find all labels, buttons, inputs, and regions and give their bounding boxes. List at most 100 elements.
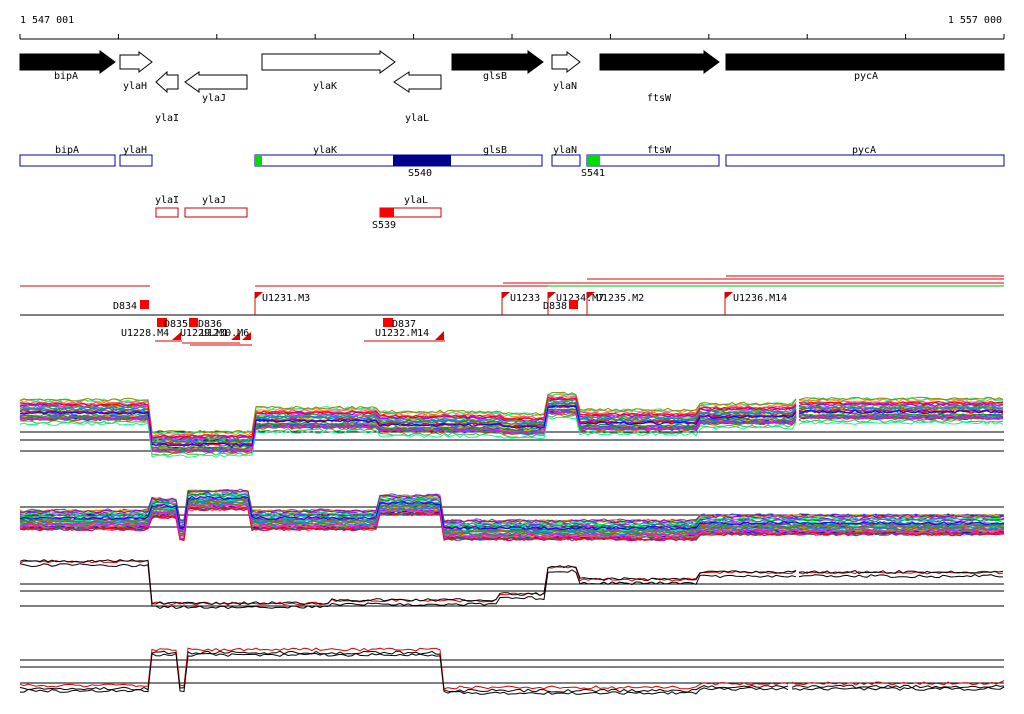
expression-trace — [19, 404, 797, 447]
forward-box-ylaH[interactable] — [119, 154, 153, 167]
expression-trace — [791, 686, 1005, 691]
reverse-shift-label: U1232.M14 — [375, 328, 429, 339]
downshift-label: D834 — [113, 301, 137, 312]
forward-box-label: glsB — [483, 145, 507, 156]
upshift-flag[interactable] — [587, 292, 595, 299]
expression-trace — [19, 559, 797, 606]
expression-trace — [20, 652, 789, 695]
ruler-ticks — [19, 34, 1005, 39]
aggregate-panel-reverse — [19, 647, 1005, 695]
gene-arrow-ylaH[interactable] — [119, 50, 153, 74]
forward-box-label: bipA — [55, 145, 79, 156]
gene-arrow-ylaN[interactable] — [551, 50, 581, 74]
expression-trace — [798, 415, 1004, 420]
gene-arrow-glsB[interactable] — [451, 50, 544, 74]
shift-track: U1231.M3 U1233 U1234.M7 U1235.M2 U1236.M… — [20, 275, 1004, 346]
reverse-shift-label: U1230.M6 — [201, 328, 249, 339]
upshift-label: U1234.M7 — [556, 293, 604, 304]
expression-trace — [19, 496, 1005, 531]
downshift-label: D835 — [164, 319, 188, 330]
ruler-end-label: 1 557 000 — [948, 15, 1002, 26]
upshift-label: U1236.M14 — [733, 293, 787, 304]
gene-label: pycA — [854, 71, 878, 82]
downshift-label: D837 — [392, 319, 416, 330]
reverse-box-label: ylaL — [404, 195, 428, 206]
gene-arrow-ylaK[interactable] — [261, 50, 396, 74]
upshift-label: U1235.M2 — [596, 293, 644, 304]
downshift-block[interactable] — [189, 318, 198, 327]
gene-track: bipA ylaH ylaI ylaJ ylaK ylaL glsB ylaN … — [19, 50, 1005, 124]
segment-block-S540[interactable] — [393, 155, 451, 166]
expression-trace — [798, 409, 1004, 414]
expression-trace — [791, 684, 1005, 689]
downshift-block[interactable] — [569, 300, 578, 309]
coordinate-ruler: 1 547 001 1 557 000 — [19, 15, 1005, 40]
expression-trace — [19, 416, 797, 458]
reverse-box-label: ylaJ — [202, 195, 226, 206]
forward-feature-track: bipA ylaH ylaK glsB S540 ylaN S541 ftsW … — [19, 145, 1005, 179]
gene-arrow-ylaL[interactable] — [393, 71, 442, 93]
expression-trace — [798, 401, 1004, 406]
reverse-feature-track: ylaI ylaJ ylaL S539 — [155, 195, 442, 231]
gene-arrow-ylaJ[interactable] — [184, 71, 248, 93]
upshift-flag[interactable] — [725, 292, 733, 299]
expression-trace — [19, 507, 1005, 541]
upshift-flag[interactable] — [548, 292, 556, 299]
gene-label: glsB — [483, 71, 507, 82]
gene-arrow-ftsW[interactable] — [599, 50, 720, 74]
forward-box-label: ylaH — [123, 145, 147, 156]
reverse-shift-flag[interactable] — [172, 332, 181, 340]
reverse-shift-flag[interactable] — [242, 332, 251, 340]
forward-box-bipA[interactable] — [19, 154, 116, 167]
forward-box-ftsW[interactable] — [586, 154, 720, 167]
expression-trace — [798, 415, 1003, 420]
reverse-shift-flag[interactable] — [435, 331, 444, 340]
gene-label: ftsW — [647, 93, 672, 104]
downshift-block[interactable] — [140, 300, 149, 309]
forward-box-label: ylaN — [553, 145, 577, 156]
upshift-label: U1233 — [510, 293, 540, 304]
segment-block-green[interactable] — [255, 155, 262, 166]
upshift-flag[interactable] — [255, 292, 263, 299]
expression-trace — [798, 419, 1004, 423]
forward-box-pycA[interactable] — [725, 154, 1005, 167]
expression-trace — [19, 396, 797, 439]
expression-trace — [798, 404, 1004, 409]
forward-box-label: ylaK — [313, 145, 337, 156]
expression-trace — [798, 574, 1003, 579]
forward-box-ylaN[interactable] — [551, 154, 581, 167]
ruler-start-label: 1 547 001 — [20, 15, 74, 26]
expression-trace — [791, 680, 1005, 686]
gene-arrow-bipA[interactable] — [19, 50, 116, 74]
downshift-label: D836 — [198, 319, 222, 330]
segment-block-S539[interactable] — [380, 208, 394, 217]
expression-panel-forward — [19, 391, 1004, 458]
expression-trace — [19, 503, 1005, 538]
reverse-box-ylaJ[interactable] — [184, 207, 248, 218]
expression-trace — [19, 506, 1005, 542]
expression-trace — [798, 420, 1004, 426]
forward-box-label: pycA — [852, 145, 876, 156]
expression-trace — [798, 406, 1004, 411]
gene-label: ylaK — [313, 81, 337, 92]
expression-trace — [19, 410, 797, 453]
gene-label: ylaJ — [202, 93, 226, 104]
downshift-block[interactable] — [383, 318, 393, 327]
segment-block-S541[interactable] — [587, 155, 600, 166]
expression-trace — [19, 489, 1005, 524]
gene-arrow-pycA[interactable] — [725, 53, 1005, 71]
expression-trace — [19, 559, 797, 606]
forward-box-label: ftsW — [647, 145, 672, 156]
upshift-flag[interactable] — [502, 292, 510, 299]
reverse-shift-flag[interactable] — [231, 332, 240, 340]
segment-label: S539 — [372, 220, 396, 231]
segment-label: S541 — [581, 168, 605, 179]
expression-trace — [798, 412, 1004, 417]
expression-trace — [798, 396, 1004, 401]
downshift-block[interactable] — [157, 318, 167, 327]
segment-label: S540 — [408, 168, 432, 179]
aggregate-panel-forward — [19, 559, 1004, 610]
gene-arrow-ylaI[interactable] — [155, 70, 179, 94]
reverse-box-ylaI[interactable] — [155, 207, 179, 218]
